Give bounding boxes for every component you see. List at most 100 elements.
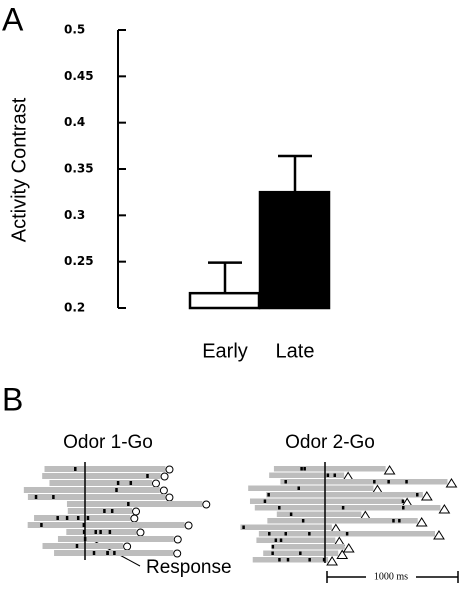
marker — [132, 507, 141, 516]
y-tick-label: 0.5 — [64, 23, 85, 37]
spike — [263, 499, 267, 503]
spike — [108, 530, 112, 534]
y-tick-label: 0.45 — [64, 69, 94, 83]
trial-bar — [273, 466, 386, 472]
trial-bar — [57, 536, 174, 542]
bar — [188, 291, 261, 310]
trial-bar — [27, 494, 166, 500]
spike — [301, 519, 305, 523]
y-tick-label: 0.3 — [64, 208, 85, 222]
marker — [173, 549, 182, 558]
y-tick-label: 0.25 — [64, 254, 94, 268]
marker — [165, 493, 174, 502]
spike — [392, 519, 395, 523]
marker — [130, 514, 139, 523]
spike — [303, 467, 306, 471]
trial-bar — [66, 501, 203, 507]
spike — [387, 480, 390, 484]
x-tick-label: Late — [276, 340, 315, 362]
raster-title: Odor 2-Go — [285, 432, 375, 453]
trial-bar — [42, 543, 124, 549]
marker — [160, 472, 169, 481]
spike — [40, 523, 43, 527]
spike — [289, 512, 293, 516]
x-tick-label: Early — [202, 340, 248, 362]
raster — [23, 462, 458, 566]
spike — [242, 525, 245, 529]
marker — [445, 478, 458, 488]
trial-bar — [27, 522, 185, 528]
spike — [308, 558, 311, 562]
spike — [106, 551, 109, 555]
spike — [284, 480, 287, 484]
trial-bar — [23, 487, 160, 493]
trial-bar — [266, 492, 423, 498]
scale-bar — [326, 569, 459, 585]
trial-bar — [276, 511, 362, 517]
spike — [299, 551, 302, 555]
spike — [146, 474, 149, 478]
y-tick-label: 0.4 — [64, 115, 85, 129]
spike — [113, 551, 116, 555]
trial-bar — [271, 544, 345, 550]
marker — [184, 521, 193, 530]
marker — [202, 500, 211, 509]
spike — [34, 495, 38, 499]
spike — [82, 523, 86, 527]
spike — [115, 488, 118, 492]
spike — [373, 480, 376, 484]
y-axis-label: Activity Contrast — [8, 97, 30, 242]
spike — [86, 516, 90, 520]
marker — [383, 465, 396, 475]
marker — [136, 528, 145, 537]
scale-label: 1000 ms — [374, 571, 408, 582]
trial-bar — [240, 524, 332, 530]
spike — [75, 544, 79, 548]
spike — [402, 506, 405, 510]
trial-bar — [249, 498, 404, 504]
spike — [52, 495, 55, 499]
spike — [278, 506, 281, 510]
spike — [267, 493, 270, 497]
spike — [416, 493, 419, 497]
trial-bar — [49, 480, 152, 486]
spike — [297, 486, 300, 490]
spike — [271, 551, 274, 555]
marker — [151, 479, 160, 488]
raster-title: Odor 1-Go — [63, 432, 153, 453]
annotation: Response — [146, 557, 232, 578]
trial-bar — [280, 479, 448, 485]
trial-bar — [267, 518, 418, 524]
marker — [420, 491, 433, 501]
y-tick-label: 0.35 — [64, 162, 94, 176]
spike — [116, 481, 120, 485]
marker — [415, 517, 428, 527]
trial-bar — [254, 505, 441, 511]
marker — [159, 486, 168, 495]
spike — [286, 558, 290, 562]
spike — [268, 532, 271, 536]
spike — [82, 530, 86, 534]
marker — [438, 504, 451, 514]
panel-label: B — [2, 381, 23, 417]
marker — [173, 535, 182, 544]
spike — [326, 473, 330, 477]
trial-bar — [269, 472, 345, 478]
panel-label: A — [2, 1, 24, 37]
spike — [103, 509, 106, 513]
spike — [76, 516, 80, 520]
spike — [129, 481, 133, 485]
spike — [279, 538, 283, 542]
bar — [258, 190, 331, 310]
spike — [308, 532, 311, 536]
marker — [336, 549, 349, 559]
spike — [99, 530, 102, 534]
spike — [271, 545, 275, 549]
spike — [94, 530, 98, 534]
trial-bar — [42, 473, 161, 479]
spike — [401, 499, 405, 503]
marker — [433, 530, 445, 540]
y-tick-label: 0.2 — [64, 301, 85, 315]
marker — [342, 543, 355, 553]
spike — [110, 509, 114, 513]
